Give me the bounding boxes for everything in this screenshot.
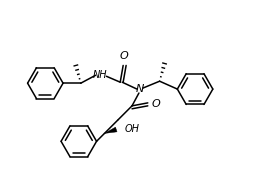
- Text: N: N: [136, 84, 144, 94]
- Text: O: O: [120, 51, 129, 62]
- Text: NH: NH: [93, 70, 108, 80]
- Text: OH: OH: [124, 124, 139, 135]
- Text: O: O: [152, 99, 161, 109]
- Polygon shape: [105, 127, 117, 133]
